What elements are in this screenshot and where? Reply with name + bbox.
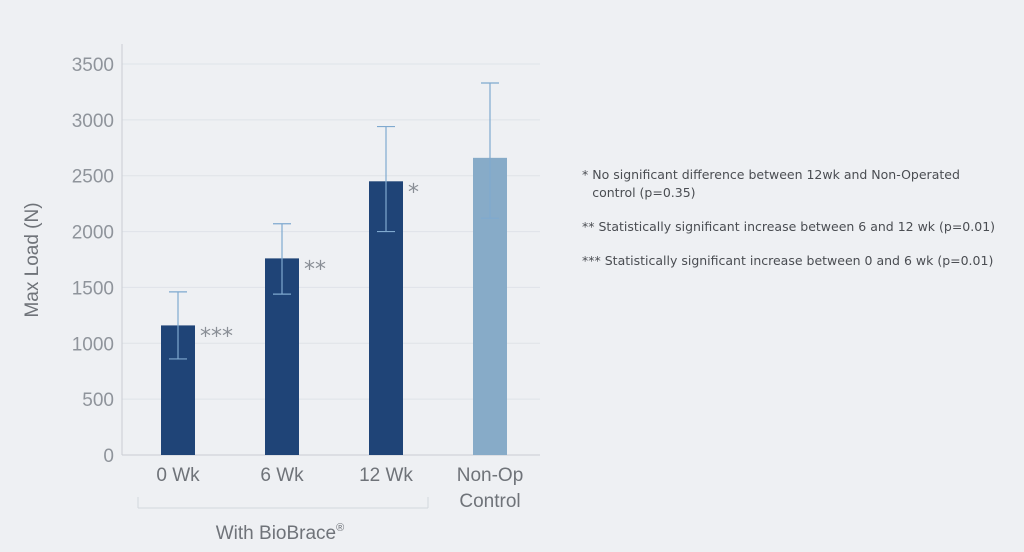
y-tick-label: 3000 [72, 111, 114, 132]
x-tick-label: Non-Op [457, 465, 524, 486]
y-tick-label: 2500 [72, 167, 114, 188]
note-mark: * [582, 167, 593, 182]
x-tick-label: 0 Wk [156, 465, 200, 486]
registered-mark: ® [336, 522, 344, 534]
y-tick-label: 0 [103, 446, 114, 467]
y-tick-label: 500 [82, 390, 114, 411]
note-text: No significant difference between 12wk a… [592, 167, 960, 200]
note-triple-star: *** Statistically significant increase b… [582, 252, 1002, 270]
note-text: Statistically significant increase betwe… [604, 253, 994, 268]
note-single-star: * No significant difference between 12wk… [582, 166, 1002, 202]
y-tick-label: 3500 [72, 55, 114, 76]
note-text: Statistically significant increase betwe… [598, 219, 996, 234]
y-axis-label: Max Load (N) [22, 202, 43, 317]
note-mark: *** [582, 253, 605, 268]
note-mark: ** [582, 219, 599, 234]
significance-annotation: ** [304, 257, 326, 282]
y-tick-label: 1500 [72, 278, 114, 299]
x-tick-label: 6 Wk [260, 465, 304, 486]
bar-chart: 0 500 1000 1500 2000 2500 3000 3500 Max Load (N)… [22, 44, 540, 544]
significance-annotation: *** [200, 324, 233, 349]
y-tick-label: 2000 [72, 223, 114, 244]
significance-notes: * No significant difference between 12wk… [582, 166, 1002, 286]
group-label: With BioBrace® [216, 522, 344, 544]
significance-annotation: * [408, 180, 419, 205]
x-tick-label: 12 Wk [359, 465, 413, 486]
y-tick-label: 1000 [72, 334, 114, 355]
x-tick-label: Control [459, 491, 520, 512]
note-double-star: ** Statistically significant increase be… [582, 218, 1002, 236]
